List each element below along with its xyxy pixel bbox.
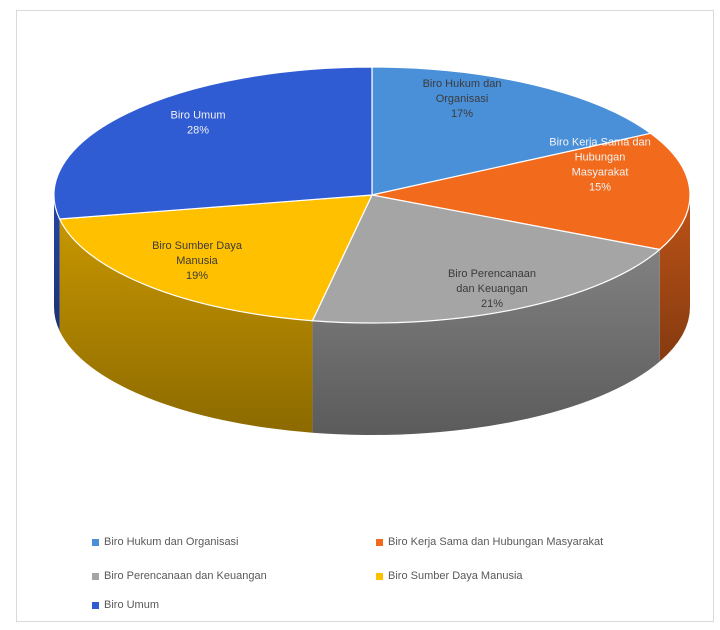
data-label-category: Biro Kerja Sama dan	[549, 137, 651, 149]
pie-side-biro-sumber-daya-manusia	[59, 218, 313, 433]
legend-swatch	[92, 601, 99, 609]
legend-label: Biro Kerja Sama dan Hubungan Masyarakat	[388, 536, 604, 548]
legend-label: Biro Umum	[104, 599, 160, 611]
data-label-value: 19%	[186, 270, 208, 282]
data-label-value: 15%	[589, 182, 611, 194]
pie-sides	[54, 195, 690, 435]
data-label-category: Biro Sumber Daya	[152, 240, 243, 252]
data-label-category: Hubungan	[575, 152, 626, 164]
pie-labels: Biro Hukum dan Organisasi 17% Biro Kerja Sa…	[152, 78, 651, 310]
pie-slice-biro-umum	[53, 66, 373, 220]
legend-item: Biro Hukum dan Organisasi	[92, 536, 239, 548]
data-label-category: Biro Umum	[170, 110, 225, 122]
data-label-category: Biro Hukum dan	[423, 78, 502, 90]
data-label-category: Manusia	[176, 255, 218, 267]
pie-side-biro-perencanaan-dan-keuangan	[312, 249, 660, 435]
legend-label: Biro Hukum dan Organisasi	[104, 536, 239, 548]
data-label-category: Organisasi	[436, 93, 489, 105]
legend-swatch	[376, 572, 383, 580]
data-label-value: 17%	[451, 108, 473, 120]
pie-slice-biro-hukum-dan-organisasi	[371, 66, 653, 196]
pie-tops	[53, 66, 691, 324]
data-label-value: 28%	[187, 125, 209, 137]
legend-swatch	[92, 538, 99, 546]
pie-slice-biro-kerja-sama-dan-hubungan-masyarakat	[371, 132, 691, 251]
data-label-value: 21%	[481, 298, 503, 310]
legend-item: Biro Perencanaan dan Keuangan	[92, 570, 267, 582]
data-label-category: Masyarakat	[572, 167, 629, 179]
data-label-category: dan Keuangan	[456, 283, 528, 295]
legend-item: Biro Kerja Sama dan Hubungan Masyarakat	[376, 536, 603, 548]
legend-label: Biro Perencanaan dan Keuangan	[104, 570, 267, 582]
pie-side-biro-kerja-sama-dan-hubungan-masyarakat	[659, 195, 690, 362]
legend-swatch	[92, 572, 99, 580]
pie-side-biro-umum	[54, 195, 60, 331]
legend-item: Biro Umum	[92, 599, 159, 611]
legend-swatch	[376, 538, 383, 546]
pie-slice-biro-sumber-daya-manusia	[58, 194, 373, 322]
data-label-category: Biro Perencanaan	[448, 268, 536, 280]
legend-item: Biro Sumber Daya Manusia	[376, 570, 523, 582]
pie-slice-biro-perencanaan-dan-keuangan	[311, 194, 662, 324]
legend-label: Biro Sumber Daya Manusia	[388, 570, 523, 582]
